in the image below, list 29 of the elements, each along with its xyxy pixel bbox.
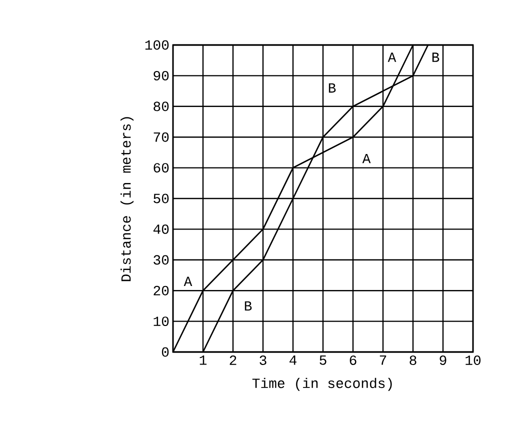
- x-tick-label: 5: [320, 356, 326, 365]
- x-tick-label: 8: [410, 356, 416, 365]
- y-tick-label: 0: [162, 347, 169, 357]
- annotation: A: [388, 52, 396, 62]
- x-tick-label: 2: [230, 356, 236, 365]
- x-tick-label: 1: [200, 356, 207, 365]
- y-tick-label: 80: [154, 102, 169, 112]
- y-tick-label: 40: [153, 224, 169, 234]
- x-tick-label: 10: [466, 356, 481, 365]
- y-axis-title: Distance (in meters): [120, 117, 134, 282]
- annotation: B: [244, 301, 252, 311]
- y-tick-label: 60: [154, 163, 169, 173]
- annotation: A: [362, 154, 371, 164]
- annotation: B: [432, 52, 440, 62]
- y-tick-label: 10: [154, 316, 169, 326]
- x-axis-title: Time (in seconds): [252, 378, 392, 391]
- x-tick-label: 9: [440, 356, 446, 365]
- y-tick-label: 100: [145, 40, 169, 50]
- x-tick-label: 4: [290, 356, 296, 365]
- y-tick-label: 30: [154, 255, 169, 265]
- y-tick-label: 20: [154, 286, 169, 296]
- x-tick-label: 3: [260, 356, 266, 365]
- x-tick-label: 7: [380, 356, 386, 365]
- y-tick-label: 90: [154, 70, 169, 80]
- x-tick-label: 6: [350, 356, 356, 365]
- annotation: A: [184, 276, 192, 286]
- y-tick-label: 70: [154, 132, 169, 142]
- annotation: B: [328, 83, 336, 93]
- y-tick-label: 50: [154, 194, 169, 204]
